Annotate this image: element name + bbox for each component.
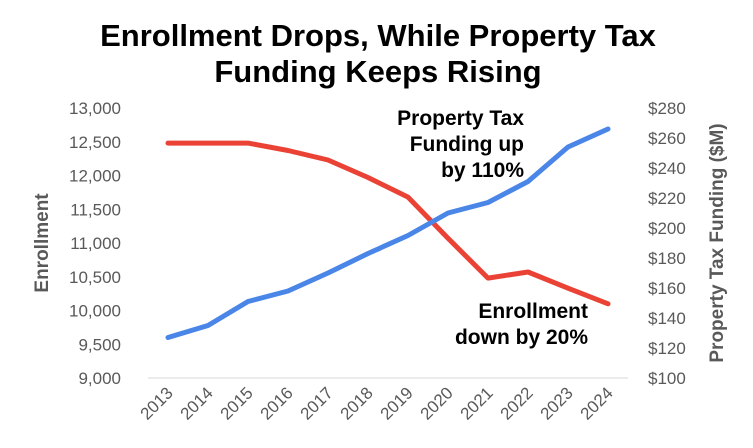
tax-annotation: Property Tax Funding up by 110%: [397, 107, 524, 182]
right-tick-label: $120: [648, 339, 686, 358]
x-tick-label: 2022: [497, 383, 537, 423]
left-tick-label: 11,000: [70, 234, 121, 253]
series-line-property-tax-funding: [165, 126, 611, 340]
series-line-enrollment: [165, 140, 611, 307]
right-tick-label: $260: [648, 129, 686, 148]
chart-title-line-1: Enrollment Drops, While Property Tax: [100, 18, 657, 53]
left-axis-title: Enrollment: [32, 193, 53, 293]
left-tick-label: 9,500: [78, 335, 121, 354]
left-tick-label: 13,000: [69, 99, 121, 118]
left-tick-label: 11,500: [70, 200, 121, 219]
enrollment-annotation-line-2: down by 20%: [455, 326, 588, 349]
left-tick-label: 10,500: [69, 268, 121, 287]
left-tick-label: 12,000: [69, 167, 121, 186]
tax-annotation-line-3: by 110%: [441, 159, 524, 182]
tax-annotation-line-1: Property Tax: [397, 107, 524, 130]
right-tick-label: $240: [648, 159, 686, 178]
right-axis-ticks: $100 $120 $140 $160 $180 $200 $220 $240 $260 $280: [648, 99, 686, 388]
x-tick-label: 2019: [377, 383, 417, 423]
right-tick-label: $180: [648, 249, 686, 268]
x-axis-ticks: 2013 2014 2015 2016 2017 2018 2019 2020 2021 2022…: [137, 383, 617, 423]
enrollment-annotation-line-1: Enrollment: [478, 300, 588, 323]
chart-title-line-2: Funding Keeps Rising: [214, 54, 541, 89]
right-axis-title: Property Tax Funding ($M): [707, 123, 728, 362]
x-tick-label: 2021: [457, 383, 497, 423]
x-tick-label: 2018: [337, 383, 377, 423]
right-tick-label: $140: [648, 309, 686, 328]
x-tick-label: 2013: [137, 383, 177, 423]
right-tick-label: $200: [648, 219, 686, 238]
x-tick-label: 2024: [577, 383, 617, 423]
left-axis-ticks: 9,000 9,500 10,000 10,500 11,000 11,500 12,000…: [69, 99, 121, 388]
right-tick-label: $160: [648, 279, 686, 298]
right-tick-label: $100: [648, 369, 686, 388]
x-tick-label: 2016: [257, 383, 297, 423]
enrollment-annotation: Enrollment down by 20%: [455, 300, 588, 349]
x-tick-label: 2017: [297, 383, 337, 423]
right-tick-label: $220: [648, 189, 686, 208]
left-tick-label: 9,000: [78, 369, 121, 388]
x-tick-label: 2015: [217, 383, 257, 423]
x-tick-label: 2020: [417, 383, 457, 423]
left-tick-label: 12,500: [69, 133, 121, 152]
right-tick-label: $280: [648, 99, 686, 118]
x-tick-label: 2023: [537, 383, 577, 423]
left-tick-label: 10,000: [69, 302, 121, 321]
tax-annotation-line-2: Funding up: [410, 133, 524, 156]
x-tick-label: 2014: [177, 383, 217, 423]
series-lines: [165, 126, 611, 340]
